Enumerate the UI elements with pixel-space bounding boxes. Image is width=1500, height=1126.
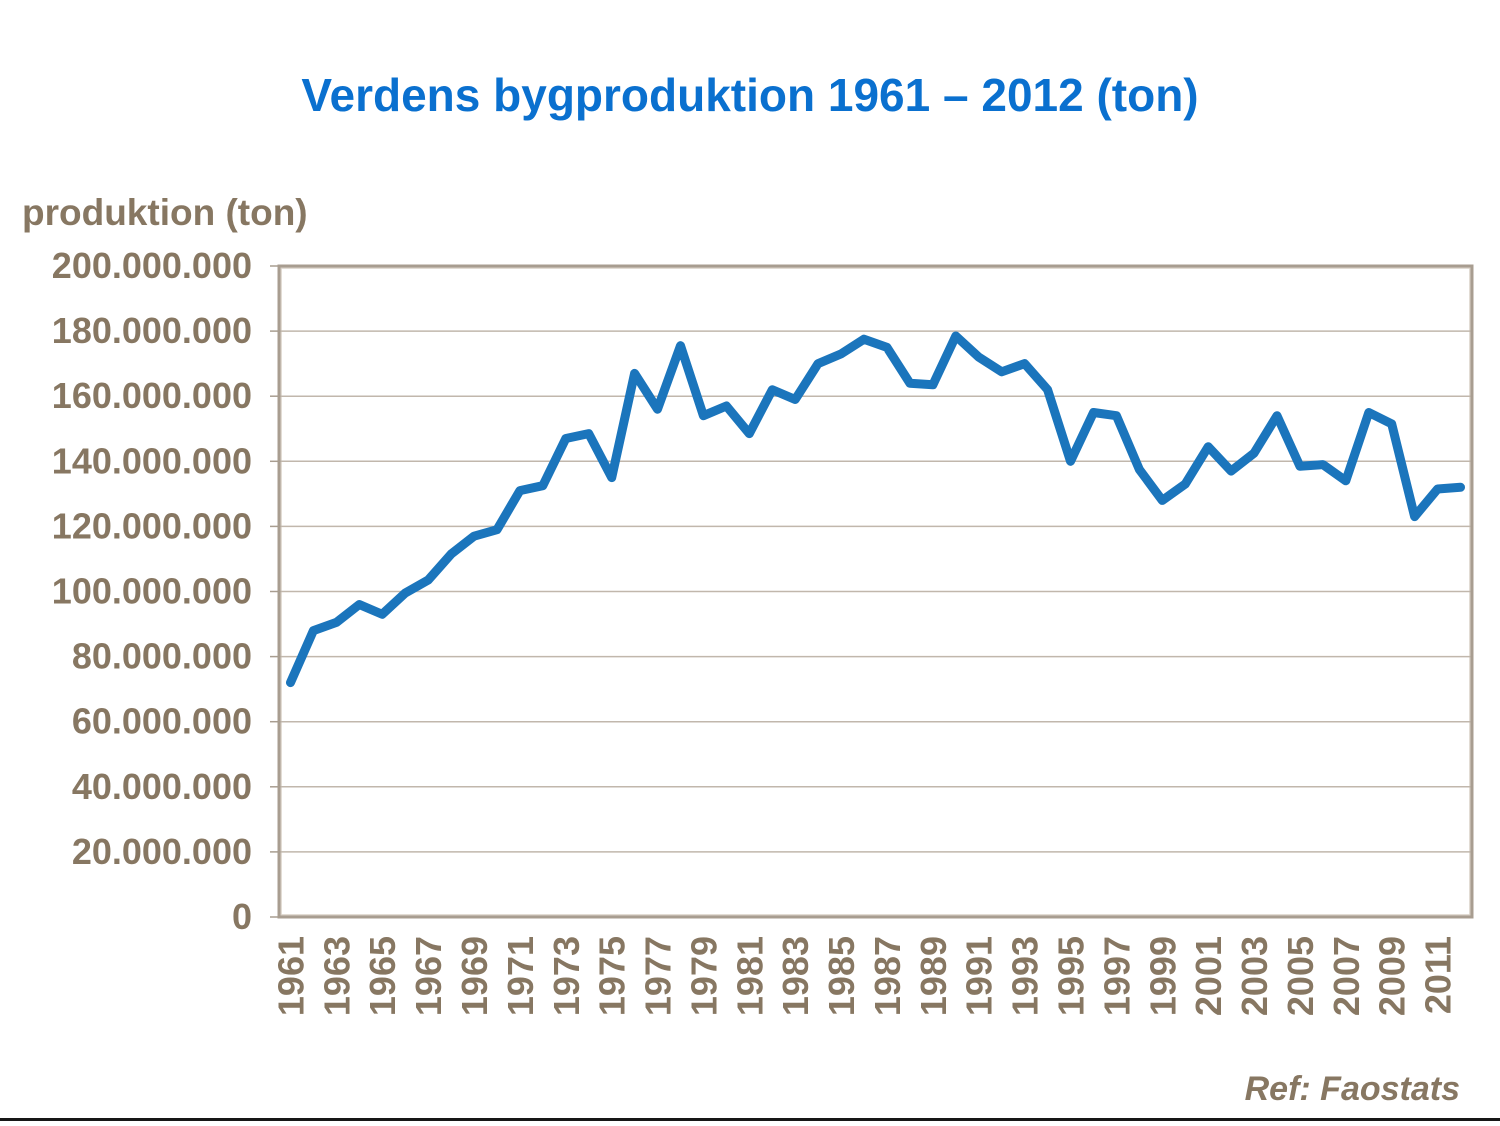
x-tick-label: 2003 (1234, 936, 1275, 1016)
plot-frame (277, 264, 1474, 919)
x-tick-label: 1961 (270, 936, 311, 1016)
x-tick-label: 1987 (867, 936, 908, 1016)
data-series-line (286, 331, 1465, 688)
x-tick-label: 1973 (546, 936, 587, 1016)
x-tick-label: 1983 (775, 936, 816, 1016)
x-tick-label: 1981 (729, 936, 770, 1016)
x-tick-label: 1979 (683, 936, 724, 1016)
y-tick-label: 180.000.000 (52, 310, 252, 351)
x-tick-label: 1991 (959, 936, 1000, 1016)
y-axis-title: produktion (ton) (22, 192, 308, 233)
x-tick-label: 1997 (1096, 936, 1137, 1016)
y-tick-label: 60.000.000 (72, 701, 252, 742)
x-tick-label: 2005 (1280, 936, 1321, 1016)
y-tick-label: 100.000.000 (52, 571, 252, 612)
x-tick-label: 1995 (1051, 936, 1092, 1016)
y-tick-label: 160.000.000 (52, 375, 252, 416)
x-tick-label: 2001 (1188, 936, 1229, 1016)
y-tick-label: 20.000.000 (72, 831, 252, 872)
x-tick-label: 1963 (316, 936, 357, 1016)
chart-title: Verdens bygproduktion 1961 – 2012 (ton) (301, 69, 1199, 121)
y-tick-label: 80.000.000 (72, 636, 252, 677)
x-tick-label: 1985 (821, 936, 862, 1016)
x-tick-label: 2011 (1418, 936, 1459, 1014)
y-tick-label: 140.000.000 (52, 440, 252, 481)
x-tick-label: 2007 (1326, 936, 1367, 1016)
y-tick-label: 120.000.000 (52, 505, 252, 546)
x-tick-label: 1967 (408, 936, 449, 1016)
footer-divider (0, 1118, 1500, 1121)
x-tick-label: 1975 (592, 936, 633, 1016)
x-tick-label: 1993 (1005, 936, 1046, 1016)
x-tick-label: 1971 (500, 936, 541, 1016)
x-tick-label: 2009 (1372, 936, 1413, 1016)
reference-note: Ref: Faostats (1244, 1070, 1460, 1108)
y-tick-label: 40.000.000 (72, 766, 252, 807)
x-tick-label: 1977 (638, 936, 679, 1016)
y-tick-label: 200.000.000 (52, 245, 252, 286)
x-tick-label: 1965 (362, 936, 403, 1016)
x-tick-label: 1969 (454, 936, 495, 1016)
x-tick-label: 1989 (913, 936, 954, 1016)
y-tick-label: 0 (232, 896, 252, 937)
x-tick-label: 1999 (1142, 936, 1183, 1016)
